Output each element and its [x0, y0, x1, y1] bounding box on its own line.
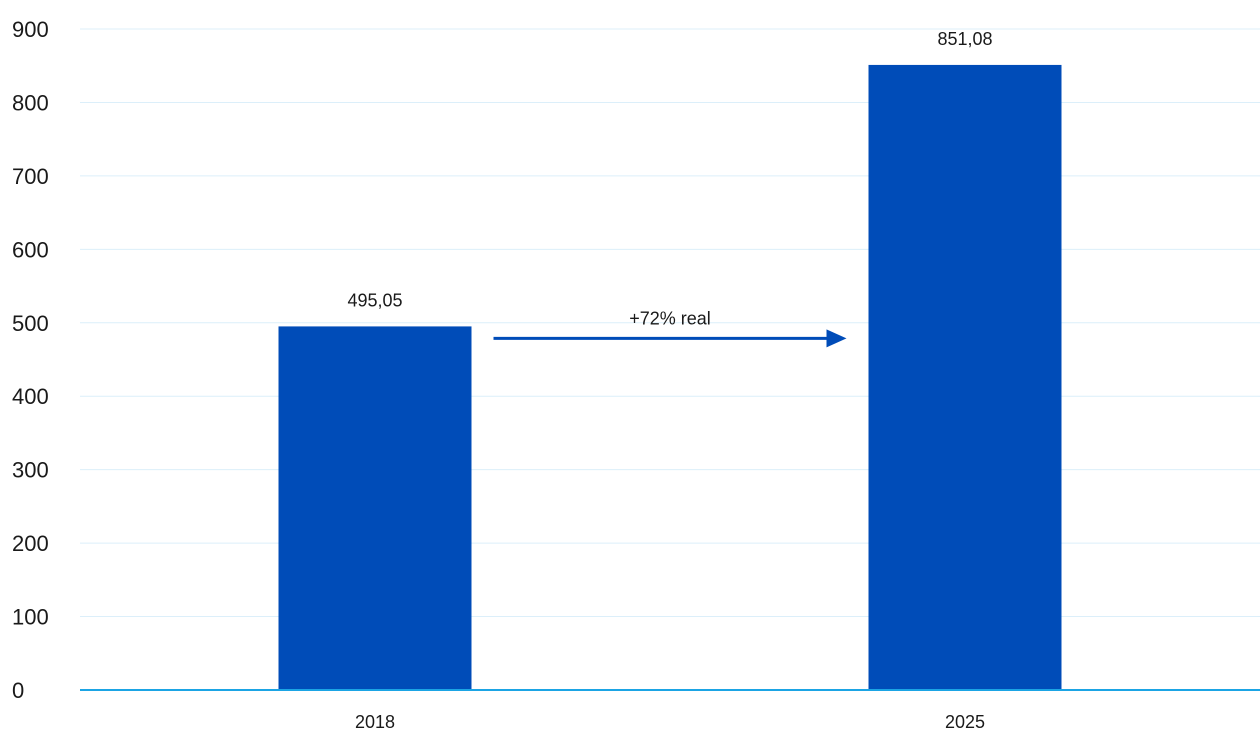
y-tick-label: 100 [12, 605, 49, 630]
bar-2025 [868, 64, 1062, 691]
growth-annotation: +72% real [493, 308, 847, 348]
annotations: +72% real [493, 308, 847, 348]
y-tick-label: 0 [12, 678, 24, 703]
data-labels: 495,05 851,08 [347, 29, 992, 310]
y-tick-label: 600 [12, 237, 49, 262]
bars [278, 64, 1062, 691]
bar-2018 [278, 326, 472, 690]
x-axis-ticks: 2018 2025 [355, 712, 985, 732]
data-label-2025: 851,08 [937, 29, 992, 49]
y-tick-label: 300 [12, 458, 49, 483]
y-tick-label: 400 [12, 384, 49, 409]
arrow-head-icon [826, 329, 847, 348]
data-label-2018: 495,05 [347, 290, 402, 310]
y-tick-label: 500 [12, 311, 49, 336]
annotation-label: +72% real [629, 308, 711, 328]
y-tick-label: 200 [12, 531, 49, 556]
gridlines [80, 28, 1260, 618]
y-tick-label: 700 [12, 164, 49, 189]
x-tick-label: 2025 [945, 712, 985, 732]
y-axis-ticks: 0 100 200 300 400 500 600 700 800 900 [12, 17, 49, 703]
x-tick-label: 2018 [355, 712, 395, 732]
y-tick-label: 900 [12, 17, 49, 42]
y-tick-label: 800 [12, 90, 49, 115]
